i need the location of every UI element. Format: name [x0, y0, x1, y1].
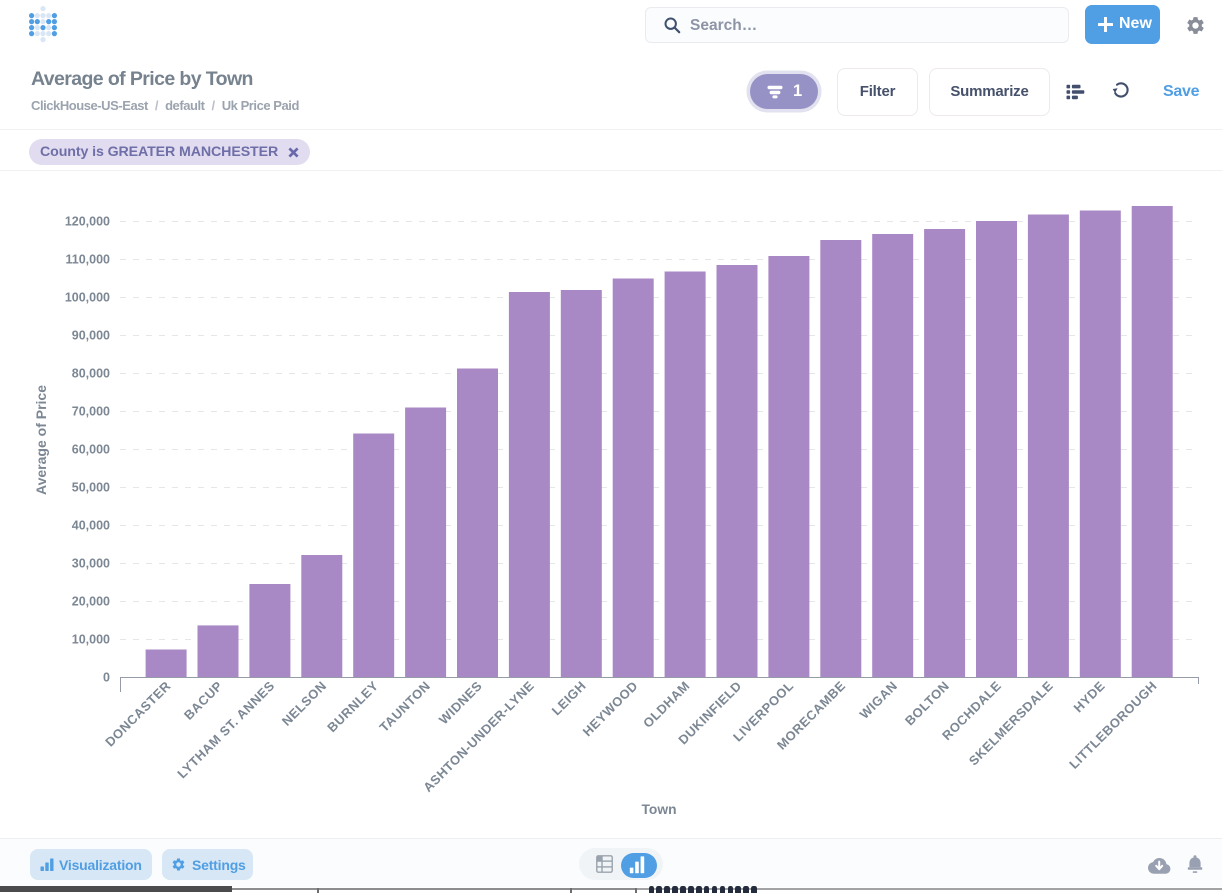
svg-text:80,000: 80,000	[72, 366, 110, 380]
svg-text:DONCASTER: DONCASTER	[102, 678, 174, 750]
svg-text:LITTLEBOROUGH: LITTLEBOROUGH	[1066, 678, 1160, 772]
svg-text:Average of Price: Average of Price	[33, 385, 49, 495]
svg-text:WIDNES: WIDNES	[436, 678, 485, 727]
svg-text:20,000: 20,000	[72, 594, 110, 608]
svg-text:TAUNTON: TAUNTON	[376, 678, 433, 735]
svg-text:LEIGH: LEIGH	[549, 678, 589, 718]
svg-text:70,000: 70,000	[72, 404, 110, 418]
svg-text:HEYWOOD: HEYWOOD	[580, 678, 641, 739]
svg-text:HYDE: HYDE	[1071, 678, 1108, 715]
svg-text:10,000: 10,000	[72, 632, 110, 646]
svg-text:LYTHAM ST. ANNES: LYTHAM ST. ANNES	[174, 678, 277, 781]
svg-text:50,000: 50,000	[72, 480, 110, 494]
svg-text:Town: Town	[642, 802, 677, 817]
svg-text:60,000: 60,000	[72, 442, 110, 456]
svg-text:OLDHAM: OLDHAM	[640, 678, 693, 731]
svg-text:BACUP: BACUP	[181, 678, 226, 723]
svg-text:110,000: 110,000	[66, 252, 111, 266]
svg-text:90,000: 90,000	[72, 328, 110, 342]
svg-text:ASHTON-UNDER-LYNE: ASHTON-UNDER-LYNE	[420, 678, 537, 795]
svg-text:WIGAN: WIGAN	[857, 678, 901, 722]
svg-text:NELSON: NELSON	[279, 678, 330, 729]
svg-text:100,000: 100,000	[65, 290, 110, 304]
svg-text:40,000: 40,000	[72, 518, 110, 532]
svg-text:BOLTON: BOLTON	[902, 678, 952, 728]
svg-text:30,000: 30,000	[72, 556, 110, 570]
svg-text:0: 0	[103, 670, 110, 684]
svg-text:120,000: 120,000	[65, 214, 110, 228]
svg-text:BURNLEY: BURNLEY	[324, 678, 381, 735]
